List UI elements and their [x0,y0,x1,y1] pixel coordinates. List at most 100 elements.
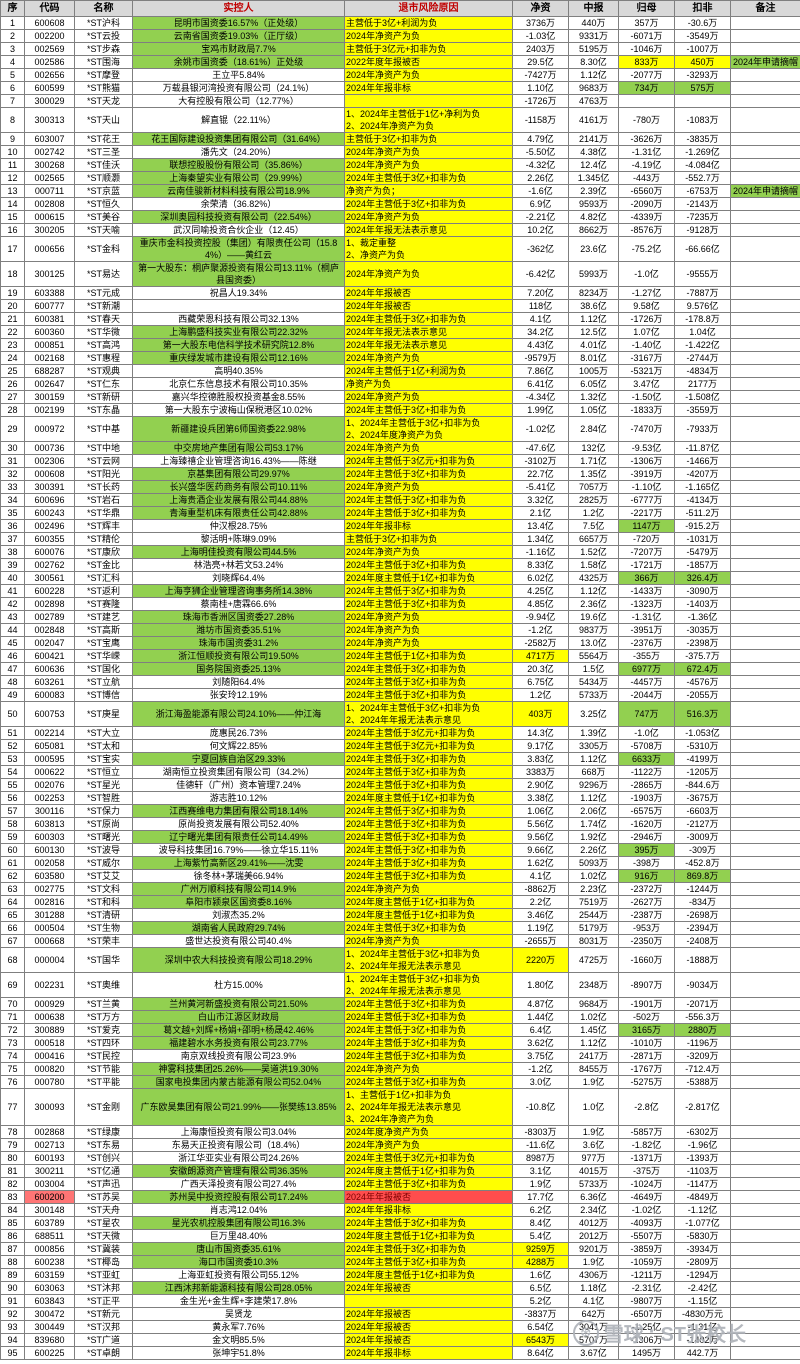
cell-delist-reason: 2024年主营低于3亿+扣非为负 [344,817,513,831]
cell-parent-profit: -2090万 [618,197,675,211]
cell-net-assets: 1.80亿 [512,972,569,998]
cell-remark: 2024年申请摘帽 [730,184,800,198]
cell-controller: 武汉同喻投资合伙企业（12.45） [132,223,345,237]
cell-delist-reason: 2024年主营低于3亿+扣非为负 [344,171,513,185]
cell-code: 000851 [24,338,75,352]
cell-index: 58 [0,817,25,831]
cell-code: 600360 [24,325,75,339]
cell-name: *ST波导 [74,843,133,857]
cell-deducted-profit: -178.8万 [674,312,731,326]
cell-deducted-profit: 2880万 [674,1023,731,1037]
cell-net-assets: 2.26亿 [512,171,569,185]
cell-controller: 王立平5.84% [132,68,345,82]
table-row: 20 600777 *ST新潮 2024年年报被否 118亿 38.6亿 9.58亿 9.57… [0,299,800,313]
cell-net-assets: 1.19亿 [512,921,569,935]
cell-controller: 唐山市国资委35.61% [132,1242,345,1256]
cell-interim-report: 5434万 [568,675,619,689]
cell-interim-report: 2825万 [568,493,619,507]
cell-net-assets: 4.79亿 [512,132,569,146]
cell-deducted-profit [674,94,731,108]
cell-remark [730,972,800,998]
cell-remark [730,636,800,650]
cell-index: 66 [0,921,25,935]
cell-controller: 湖南省人民政府29.74% [132,921,345,935]
cell-remark [730,765,800,779]
cell-net-assets: 4288万 [512,1255,569,1269]
cell-net-assets: -9579万 [512,351,569,365]
cell-name: *ST熊猫 [74,81,133,95]
cell-index: 81 [0,1164,25,1178]
cell-deducted-profit: -9034万 [674,972,731,998]
cell-parent-profit: -398万 [618,856,675,870]
cell-interim-report: 8662万 [568,223,619,237]
cell-deducted-profit: -5830万 [674,1229,731,1243]
cell-controller: 庞惠民26.73% [132,726,345,740]
cell-index: 91 [0,1294,25,1308]
cell-remark [730,1036,800,1050]
cell-delist-reason: 2024年主营低于3亿+扣非为负 [344,752,513,766]
cell-controller: 余荣清（36.82%） [132,197,345,211]
table-row: 57 300116 *ST保力 江西赛维电力集团有限公司18.14% 2024年主营低于… [0,804,800,818]
cell-remark [730,158,800,172]
cell-parent-profit: -1620万 [618,817,675,831]
cell-interim-report: 4725万 [568,947,619,973]
cell-index: 13 [0,184,25,198]
cell-net-assets: 1.10亿 [512,81,569,95]
cell-deducted-profit: -1.12亿 [674,1203,731,1217]
cell-remark [730,791,800,805]
table-row: 37 600355 *ST精伦 黎活明+陈琳9.09% 主营低于3亿+扣非为负 1.34亿… [0,532,800,546]
cell-parent-profit: -2865万 [618,778,675,792]
cell-remark [730,493,800,507]
cell-net-assets: -1.03亿 [512,29,569,43]
cell-interim-report: 1.2亿 [568,506,619,520]
cell-parent-profit: -1.82亿 [618,1138,675,1152]
cell-net-assets: 3.1亿 [512,1164,569,1178]
cell-controller: 上海臻禧企业管理咨询16.43%——陈继 [132,454,345,468]
cell-index: 29 [0,416,25,442]
cell-net-assets: 3.32亿 [512,493,569,507]
cell-deducted-profit: -4134万 [674,493,731,507]
cell-delist-reason: 1、2024年主营低于1亿+净利为负 2、2024年净资产为负 [344,107,513,133]
cell-interim-report: 5093万 [568,856,619,870]
cell-interim-report: 1.58亿 [568,558,619,572]
cell-deducted-profit: -1.508亿 [674,390,731,404]
cell-name: *ST京蓝 [74,184,133,198]
cell-delist-reason: 2024年主营低于3亿+扣非为负 [344,830,513,844]
cell-net-assets: 4.1亿 [512,312,569,326]
table-row: 78 002868 *ST绿康 上海康恒投资有限公司3.04% 2024年度净资产为负 -… [0,1125,800,1139]
cell-name: *ST清研 [74,908,133,922]
cell-deducted-profit: 672.4万 [674,662,731,676]
cell-name: *ST返利 [74,584,133,598]
cell-code: 000416 [24,1049,75,1063]
cell-parent-profit: 916万 [618,869,675,883]
cell-parent-profit: 3165万 [618,1023,675,1037]
cell-controller: 第一大股东宁波梅山保税港区10.02% [132,403,345,417]
cell-remark [730,662,800,676]
cell-index: 72 [0,1023,25,1037]
cell-name: *ST建艺 [74,610,133,624]
cell-controller: 葛文越+刘辉+杨娟+邵明+杨晟42.46% [132,1023,345,1037]
cell-name: *ST星光 [74,778,133,792]
cell-code: 300449 [24,1320,75,1334]
table-row: 73 000518 *ST四环 福建碧水水务投资有限公司23.77% 2024年主营低于… [0,1036,800,1050]
cell-code: 605081 [24,739,75,753]
cell-remark [730,1255,800,1269]
cell-name: *ST赛隆 [74,597,133,611]
cell-parent-profit: 833万 [618,55,675,69]
table-row: 64 002816 *ST和科 阜阳市颍泉区国资委8.16% 2024年度主营低于1亿+… [0,895,800,909]
cell-index: 22 [0,325,25,339]
cell-parent-profit: -3951万 [618,623,675,637]
cell-name: *ST辉丰 [74,519,133,533]
cell-code: 300561 [24,571,75,585]
cell-delist-reason: 2024年净资产为负 [344,441,513,455]
cell-index: 32 [0,467,25,481]
cell-controller: 青海重型机床有限责任公司42.88% [132,506,345,520]
cell-deducted-profit: -1.077亿 [674,1216,731,1230]
cell-parent-profit: -502万 [618,1010,675,1024]
cell-name: *ST惠程 [74,351,133,365]
cell-remark [730,312,800,326]
cell-name: *ST威尔 [74,856,133,870]
cell-deducted-profit: -1031万 [674,532,731,546]
cell-index: 79 [0,1138,25,1152]
